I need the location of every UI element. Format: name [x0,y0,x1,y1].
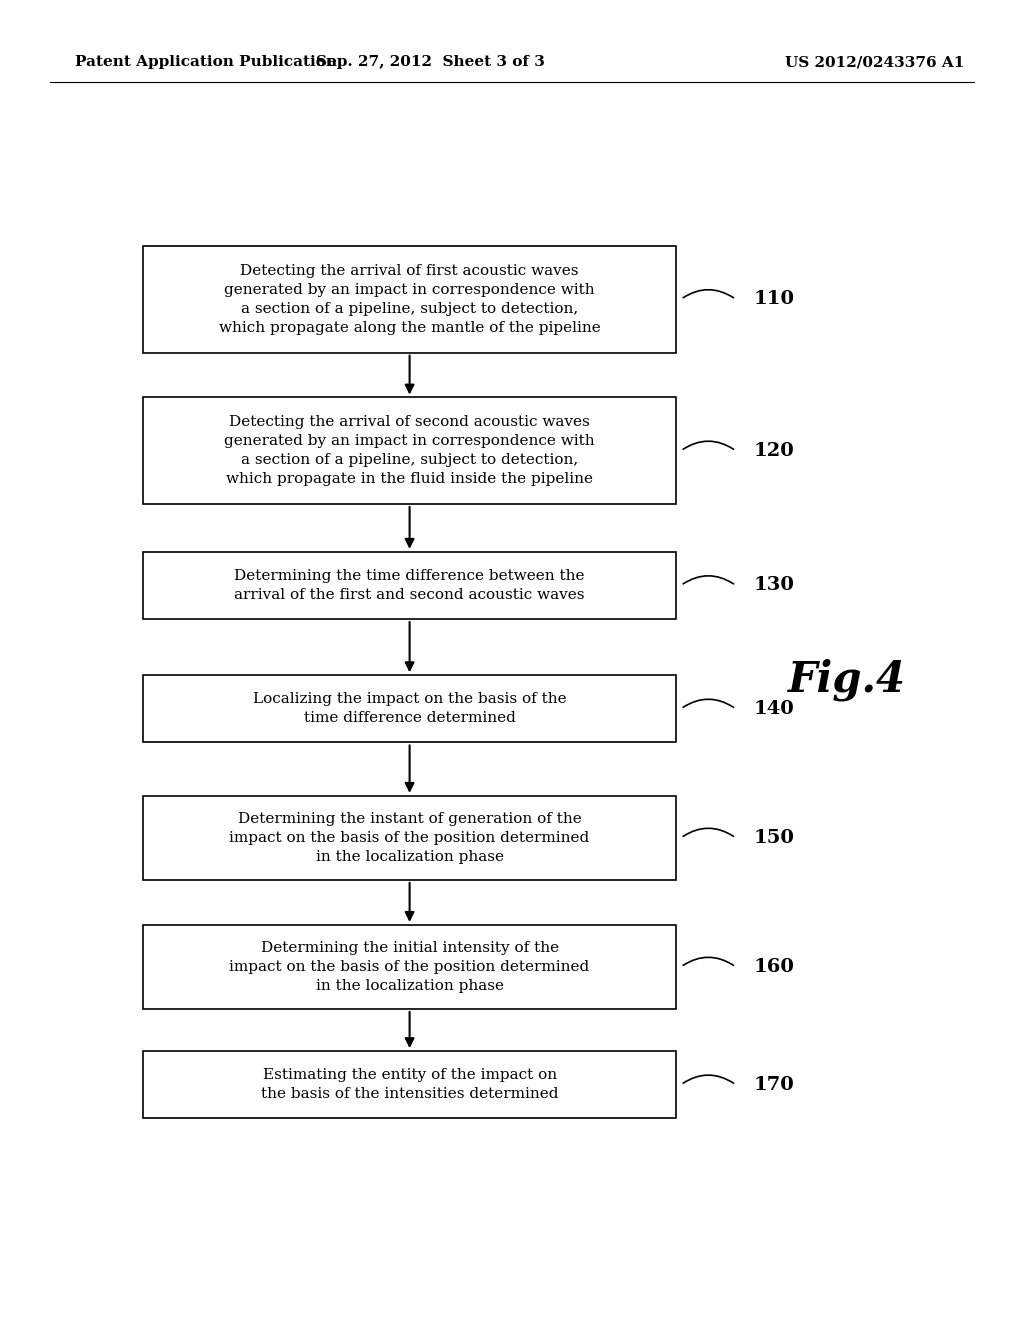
Text: Determining the instant of generation of the
impact on the basis of the position: Determining the instant of generation of… [229,812,590,863]
Text: 140: 140 [754,700,795,718]
Text: 150: 150 [754,829,795,847]
Bar [143,1051,676,1118]
Bar [143,675,676,742]
Bar [143,796,676,880]
Text: Patent Application Publication: Patent Application Publication [75,55,337,69]
Bar [143,246,676,352]
Bar [143,552,676,619]
Text: Determining the time difference between the
arrival of the first and second acou: Determining the time difference between … [234,569,585,602]
Text: Localizing the impact on the basis of the
time difference determined: Localizing the impact on the basis of th… [253,693,566,725]
Text: Detecting the arrival of first acoustic waves
generated by an impact in correspo: Detecting the arrival of first acoustic … [219,264,600,335]
FancyArrowPatch shape [683,957,733,965]
Text: Determining the initial intensity of the
impact on the basis of the position det: Determining the initial intensity of the… [229,941,590,993]
Text: Fig.4: Fig.4 [788,659,906,701]
Text: Estimating the entity of the impact on
the basis of the intensities determined: Estimating the entity of the impact on t… [261,1068,558,1101]
FancyArrowPatch shape [683,700,733,708]
Text: 130: 130 [754,577,795,594]
Text: Sep. 27, 2012  Sheet 3 of 3: Sep. 27, 2012 Sheet 3 of 3 [315,55,545,69]
Text: US 2012/0243376 A1: US 2012/0243376 A1 [784,55,964,69]
Bar [143,925,676,1008]
Text: 170: 170 [754,1076,795,1094]
Text: Detecting the arrival of second acoustic waves
generated by an impact in corresp: Detecting the arrival of second acoustic… [224,416,595,486]
FancyArrowPatch shape [683,1074,733,1084]
Text: 120: 120 [754,442,795,459]
FancyArrowPatch shape [683,828,733,837]
Bar [143,397,676,504]
Text: 160: 160 [754,958,795,975]
FancyArrowPatch shape [683,576,733,583]
Text: 110: 110 [754,290,795,309]
FancyArrowPatch shape [683,289,733,298]
FancyArrowPatch shape [683,441,733,449]
